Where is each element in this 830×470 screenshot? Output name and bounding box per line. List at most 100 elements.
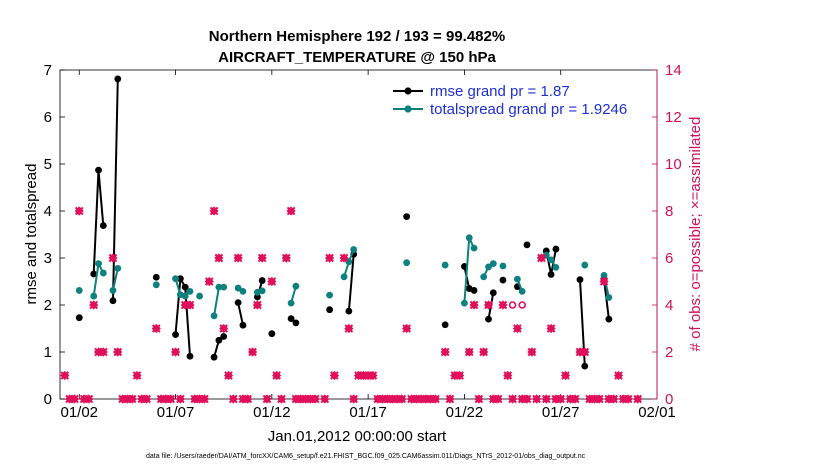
y-left-tick-label: 2 [44,297,52,314]
obs-marker-stroke [493,394,503,404]
obs-assimilated-point [108,253,118,263]
rmse-point [114,75,122,83]
rmse-point [99,222,107,229]
obs-assimilated-point [430,394,441,404]
obs-assimilated-point [541,394,551,404]
obs-marker-stroke [397,394,407,404]
obs-marker-stroke [349,394,358,404]
totalspread-line [112,268,119,291]
y-left-tick-label: 5 [44,156,52,173]
obs-assimilated-point [329,370,340,381]
x-tick-label: 02/01 [638,404,676,421]
y-right-tick-label: 2 [665,344,673,361]
x-tick-label: 01/02 [60,404,98,421]
rmse-point [547,271,555,278]
obs-marker-stroke [580,347,590,357]
x-tick-label: 01/07 [157,404,195,421]
legend-spread-marker [404,105,412,113]
obs-assimilated-point [536,253,547,263]
obs-assimilated-point [344,323,354,334]
obs-marker-stroke [484,300,493,310]
obs-assimilated-point [74,206,84,216]
obs-assimilated-point [166,394,176,404]
obs-assimilated-point [560,370,571,381]
obs-assimilated-point [609,394,619,404]
obs-marker-stroke [310,394,320,404]
x-tick-label: 01/17 [349,404,387,421]
obs-marker-stroke [233,253,243,263]
rmse-point [172,331,179,339]
obs-marker-stroke [248,347,257,357]
obs-marker-stroke [108,253,118,263]
obs-assimilated-point [209,206,219,216]
obs-assimilated-point [464,347,474,357]
obs-assimilated-point [507,394,518,404]
obs-assimilated-point [440,347,450,357]
obs-marker-stroke [132,371,142,380]
obs-marker-stroke [209,206,219,216]
obs-marker-stroke [599,277,609,286]
obs-assimilated-point [479,347,489,357]
obs-assimilated-point [493,394,503,404]
y-right-tick-label: 0 [665,391,673,408]
rmse-point [485,315,492,323]
totalspread-point [181,292,189,300]
y-axis-left-label: rmse and totalspread [23,164,40,305]
obs-marker-stroke [532,394,541,404]
obs-assimilated-point [142,394,152,404]
obs-marker-stroke [431,394,440,404]
rmse-point [605,315,613,323]
rmse-point [220,333,228,340]
y-right-tick-label: 10 [665,156,682,173]
legend-rmse-label: rmse grand pr = 1.87 [430,83,570,100]
obs-assimilated-point [522,394,532,404]
totalspread-point [470,244,478,252]
series-layer [75,75,613,370]
obs-marker-stroke [224,371,233,380]
totalspread-point [340,273,348,281]
x-tick-label: 01/27 [542,404,580,421]
obs-marker-stroke [527,347,537,357]
obs-marker-stroke [339,253,349,263]
obs-marker-stroke [176,394,185,404]
obs-marker-stroke [402,324,411,333]
y-left-tick-label: 7 [44,62,52,79]
obs-assimilated-point [483,300,494,310]
y-right-tick-label: 8 [665,203,673,220]
rmse-point [75,314,83,322]
obs-marker-stroke [320,394,330,404]
rmse-point [292,319,300,327]
obs-layer [60,112,643,404]
rmse-line [237,302,244,326]
rmse-line [347,254,355,312]
obs-marker-stroke [541,394,551,404]
obs-marker-stroke [570,394,580,404]
obs-assimilated-point [498,300,508,310]
obs-assimilated-point [89,300,99,310]
obs-marker-stroke [74,206,84,216]
totalspread-point [90,292,98,300]
obs-assimilated-point [243,394,253,404]
obs-assimilated-point [570,394,580,404]
obs-assimilated-point [170,347,181,357]
obs-marker-stroke [257,253,267,263]
obs-assimilated-point [223,370,234,381]
chart-subtitle: AIRCRAFT_TEMPERATURE @ 150 hPa [218,49,496,66]
y-right-tick-label: 4 [665,297,673,314]
rmse-point [152,273,160,281]
rmse-point [441,321,449,329]
rmse-point [239,321,247,329]
obs-assimilated-point [368,370,378,381]
obs-marker-stroke [204,277,214,286]
totalspread-point [326,291,334,299]
obs-possible-point [518,301,526,309]
obs-assimilated-point [219,323,229,334]
rmse-line [112,78,119,301]
totalspread-point [215,283,223,291]
obs-assimilated-point [214,253,224,263]
rmse-point [326,306,334,314]
obs-marker-stroke [286,206,296,216]
obs-marker-stroke [508,394,517,404]
obs-assimilated-point [69,394,80,404]
